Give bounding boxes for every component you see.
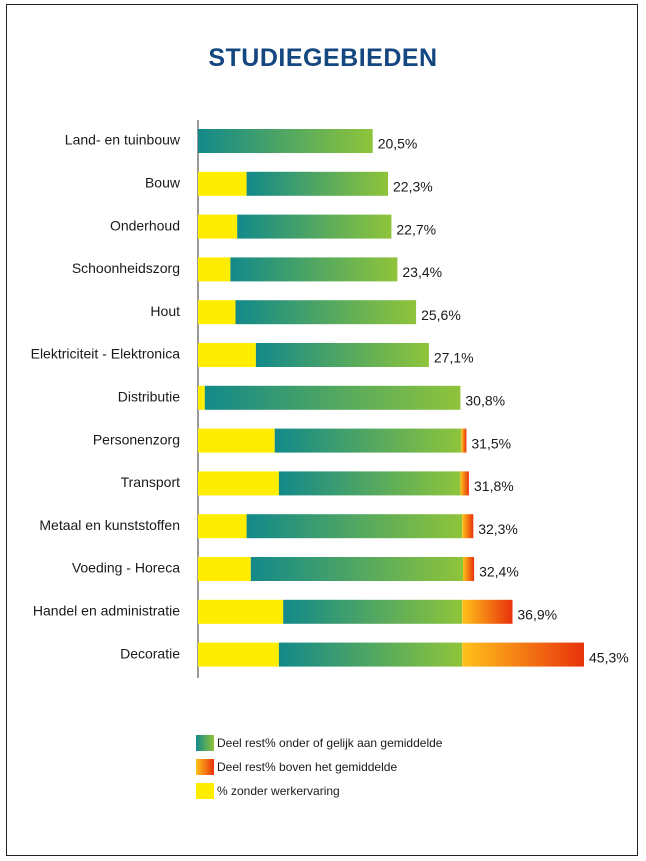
value-label-4: 25,6% bbox=[421, 307, 461, 323]
legend-label-below-average: Deel rest% onder of gelijk aan gemiddeld… bbox=[217, 736, 443, 750]
bar-segment-no-experience-3 bbox=[198, 257, 231, 282]
chart-title: STUDIEGEBIEDEN bbox=[208, 44, 438, 72]
value-label-9: 32,3% bbox=[478, 521, 518, 537]
bar-segment-below-average-7 bbox=[274, 428, 462, 453]
category-label-2: Onderhoud bbox=[110, 217, 180, 233]
bar-segment-below-average-2 bbox=[237, 214, 392, 239]
bar-segment-above-average-7 bbox=[461, 428, 467, 453]
bar-segment-below-average-1 bbox=[246, 171, 388, 196]
bar-segment-no-experience-7 bbox=[198, 428, 275, 453]
category-label-5: Elektriciteit - Elektronica bbox=[31, 346, 181, 362]
value-label-1: 22,3% bbox=[393, 179, 433, 195]
category-label-4: Hout bbox=[150, 303, 180, 319]
value-label-12: 45,3% bbox=[589, 649, 629, 665]
bar-segment-below-average-12 bbox=[278, 642, 463, 667]
bar-segment-below-average-9 bbox=[246, 514, 463, 539]
bar-segment-no-experience-8 bbox=[198, 471, 279, 496]
value-label-10: 32,4% bbox=[479, 564, 519, 580]
bar-segment-below-average-8 bbox=[278, 471, 461, 496]
value-label-11: 36,9% bbox=[517, 607, 557, 623]
legend-item-no-experience: % zonder werkervaring bbox=[196, 781, 442, 801]
bar-segment-no-experience-2 bbox=[198, 214, 238, 239]
category-label-6: Distributie bbox=[118, 389, 180, 405]
bars-group: Land- en tuinbouw 20,5% Bouw 22,3% Onderhoud… bbox=[31, 129, 629, 667]
bar-segment-below-average-5 bbox=[255, 343, 429, 367]
value-label-7: 31,5% bbox=[471, 435, 511, 451]
legend-label-no-experience: % zonder werkervaring bbox=[217, 784, 340, 798]
legend-swatch-above-average bbox=[196, 759, 214, 775]
category-label-10: Voeding - Horeca bbox=[72, 560, 180, 576]
bar-segment-above-average-9 bbox=[462, 514, 474, 539]
value-label-2: 22,7% bbox=[396, 221, 436, 237]
bar-segment-above-average-10 bbox=[463, 557, 475, 581]
bar-segment-no-experience-4 bbox=[198, 300, 236, 325]
category-label-12: Decoratie bbox=[120, 645, 180, 661]
bar-segment-below-average-3 bbox=[230, 257, 398, 282]
category-label-3: Schoonheidszorg bbox=[72, 260, 180, 276]
bar-segment-below-average-0 bbox=[198, 129, 373, 153]
bar-segment-no-experience-6 bbox=[198, 385, 205, 410]
category-label-0: Land- en tuinbouw bbox=[65, 132, 181, 148]
category-label-1: Bouw bbox=[145, 175, 181, 191]
bar-segment-above-average-8 bbox=[460, 471, 469, 496]
bar-segment-below-average-11 bbox=[283, 599, 463, 624]
legend-label-above-average: Deel rest% boven het gemiddelde bbox=[217, 760, 398, 774]
value-label-0: 20,5% bbox=[378, 136, 418, 152]
legend-item-above-average: Deel rest% boven het gemiddelde bbox=[196, 757, 442, 777]
legend: Deel rest% onder of gelijk aan gemiddeld… bbox=[196, 733, 442, 805]
bar-segment-no-experience-12 bbox=[198, 642, 279, 667]
value-label-8: 31,8% bbox=[474, 478, 514, 494]
legend-item-below-average: Deel rest% onder of gelijk aan gemiddeld… bbox=[196, 733, 442, 753]
bar-segment-below-average-10 bbox=[250, 557, 463, 581]
category-label-8: Transport bbox=[121, 474, 181, 490]
category-label-11: Handel en administratie bbox=[33, 603, 180, 619]
bar-segment-above-average-11 bbox=[462, 599, 513, 624]
bar-segment-no-experience-1 bbox=[198, 171, 247, 196]
legend-swatch-no-experience bbox=[196, 783, 214, 799]
bar-segment-no-experience-11 bbox=[198, 599, 284, 624]
legend-swatch-below-average bbox=[196, 735, 214, 751]
value-label-6: 30,8% bbox=[465, 393, 505, 409]
bar-segment-no-experience-9 bbox=[198, 514, 247, 539]
category-label-9: Metaal en kunststoffen bbox=[39, 517, 180, 533]
bar-segment-above-average-12 bbox=[462, 642, 584, 667]
bar-segment-no-experience-5 bbox=[198, 343, 256, 367]
value-label-3: 23,4% bbox=[402, 264, 442, 280]
bar-segment-below-average-4 bbox=[235, 300, 417, 325]
bar-segment-no-experience-10 bbox=[198, 557, 251, 581]
bar-segment-below-average-6 bbox=[204, 385, 461, 410]
value-label-5: 27,1% bbox=[434, 350, 474, 366]
category-label-7: Personenzorg bbox=[93, 431, 180, 447]
